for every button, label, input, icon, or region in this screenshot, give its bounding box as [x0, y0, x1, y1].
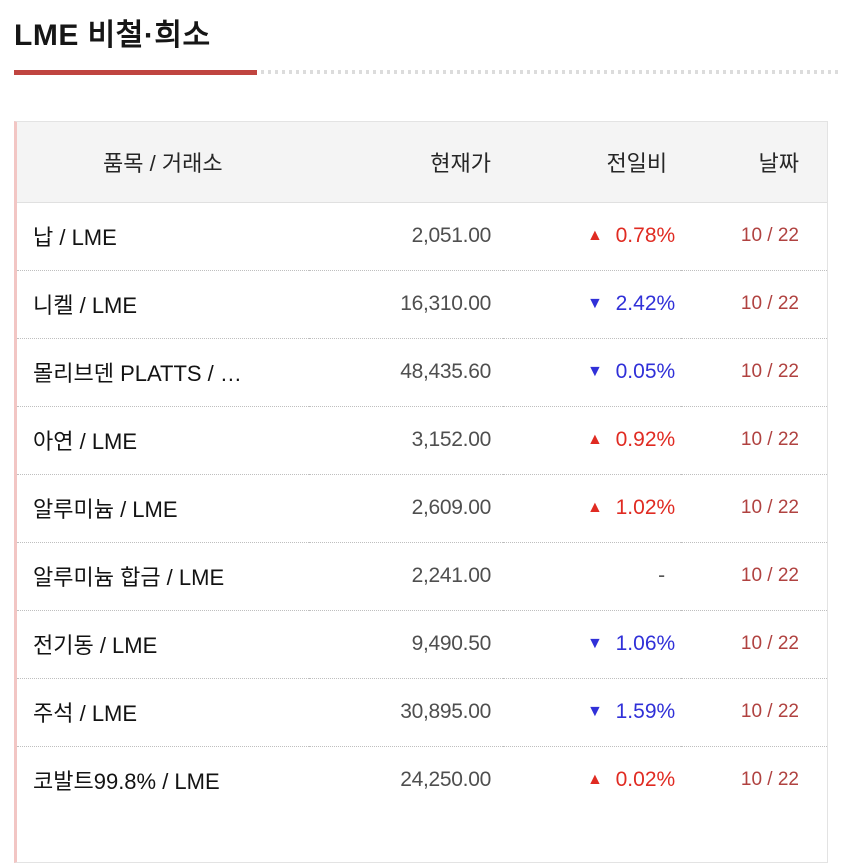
up-arrow-icon: ▲: [586, 499, 603, 516]
item-change: ▼ 2.42%: [502, 269, 682, 338]
price-table-panel: 품목 / 거래소 현재가 전일비 날짜 납 / LME 2,051.00 ▲ 0…: [14, 121, 828, 863]
down-arrow-icon: ▼: [586, 635, 603, 652]
item-name: 몰리브덴 PLATTS / …: [17, 337, 309, 406]
up-arrow-icon: ▲: [586, 227, 603, 244]
item-change: ▼ 1.59%: [502, 677, 682, 746]
table-row: 알루미늄 / LME 2,609.00 ▲ 1.02% 10 / 22: [17, 473, 827, 542]
change-value: 0.78%: [615, 224, 676, 247]
item-change: -: [502, 541, 682, 610]
item-date: 10 / 22: [681, 541, 827, 610]
down-arrow-icon: ▼: [586, 703, 603, 720]
change-value: 0.05%: [615, 360, 676, 383]
page-title: LME 비철·희소: [14, 19, 211, 52]
change-value: -: [658, 564, 666, 587]
table-row: 전기동 / LME 9,490.50 ▼ 1.06% 10 / 22: [17, 609, 827, 678]
change-value: 1.06%: [615, 632, 676, 655]
item-price: 30,895.00: [308, 677, 503, 746]
item-price: 9,490.50: [308, 609, 503, 678]
down-arrow-icon: ▼: [586, 295, 603, 312]
item-name: 코발트99.8% / LME: [17, 745, 309, 814]
table-row: 알루미늄 합금 / LME 2,241.00 - 10 / 22: [17, 541, 827, 610]
item-change: ▲ 0.92%: [502, 405, 682, 474]
table-header-row: 품목 / 거래소 현재가 전일비 날짜: [17, 122, 827, 203]
header-item: 품목 / 거래소: [17, 122, 309, 203]
table-row: 주석 / LME 30,895.00 ▼ 1.59% 10 / 22: [17, 677, 827, 746]
item-date: 10 / 22: [681, 269, 827, 338]
table-row: 아연 / LME 3,152.00 ▲ 0.92% 10 / 22: [17, 405, 827, 474]
item-price: 16,310.00: [308, 269, 503, 338]
header-date: 날짜: [681, 122, 827, 203]
up-arrow-icon: ▲: [586, 431, 603, 448]
change-value: 1.59%: [615, 700, 676, 723]
item-name: 알루미늄 합금 / LME: [17, 541, 309, 610]
item-change: ▲ 0.02%: [502, 745, 682, 814]
item-price: 2,051.00: [411, 224, 492, 247]
item-name: 납 / LME: [33, 225, 117, 250]
item-date: 10 / 22: [681, 405, 827, 474]
change-value: 0.02%: [615, 768, 676, 792]
item-change: ▼ 1.06%: [502, 609, 682, 678]
change-value: 0.92%: [615, 428, 676, 451]
item-name: 알루미늄 / LME: [17, 473, 309, 542]
item-date: 10 / 22: [681, 337, 827, 406]
title-underline-dots: [261, 70, 842, 74]
item-date: 10 / 22: [740, 225, 799, 246]
title-underline: [14, 69, 842, 75]
item-change: ▼ 0.05%: [502, 337, 682, 406]
price-table: 품목 / 거래소 현재가 전일비 날짜 납 / LME 2,051.00 ▲ 0…: [17, 122, 827, 814]
item-name: 아연 / LME: [17, 405, 309, 474]
item-price: 2,609.00: [308, 473, 503, 542]
item-price: 24,250.00: [308, 745, 503, 814]
header-price: 현재가: [308, 122, 503, 203]
item-date: 10 / 22: [681, 745, 827, 814]
item-change: ▲ 0.78%: [503, 202, 681, 270]
up-arrow-icon: ▲: [586, 771, 603, 789]
item-name: 전기동 / LME: [17, 609, 309, 678]
table-row: 몰리브덴 PLATTS / … 48,435.60 ▼ 0.05% 10 / 2…: [17, 337, 827, 406]
item-price: 48,435.60: [308, 337, 503, 406]
table-row: 납 / LME 2,051.00 ▲ 0.78% 10 / 22: [17, 202, 827, 270]
change-value: 2.42%: [615, 292, 676, 315]
item-name: 니켈 / LME: [17, 269, 309, 338]
item-price: 2,241.00: [308, 541, 503, 610]
item-date: 10 / 22: [681, 473, 827, 542]
header-change: 전일비: [502, 122, 682, 203]
title-underline-accent: [14, 69, 257, 75]
table-row: 코발트99.8% / LME 24,250.00 ▲ 0.02% 10 / 22: [17, 745, 827, 814]
item-name: 주석 / LME: [17, 677, 309, 746]
item-price: 3,152.00: [308, 405, 503, 474]
down-arrow-icon: ▼: [586, 363, 603, 380]
table-row: 니켈 / LME 16,310.00 ▼ 2.42% 10 / 22: [17, 269, 827, 338]
item-change: ▲ 1.02%: [502, 473, 682, 542]
item-date: 10 / 22: [681, 609, 827, 678]
item-date: 10 / 22: [681, 677, 827, 746]
change-value: 1.02%: [615, 496, 676, 519]
